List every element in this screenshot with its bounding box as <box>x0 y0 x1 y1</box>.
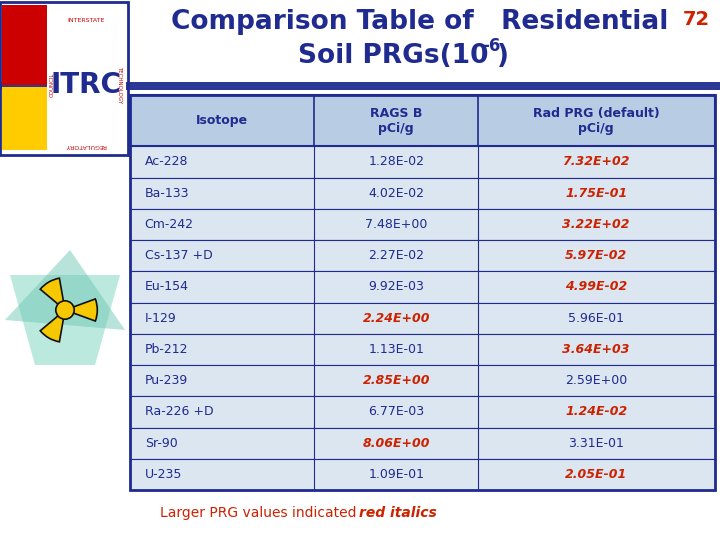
Polygon shape <box>5 250 125 330</box>
Text: 1.24E-02: 1.24E-02 <box>565 406 627 419</box>
Text: Rad PRG (default)
pCi/g: Rad PRG (default) pCi/g <box>533 107 660 134</box>
Wedge shape <box>73 299 97 321</box>
Bar <box>0 82 720 90</box>
Text: Cm-242: Cm-242 <box>145 218 194 231</box>
Circle shape <box>62 307 68 313</box>
Text: 2.05E-01: 2.05E-01 <box>565 468 627 481</box>
Text: 5.96E-01: 5.96E-01 <box>568 312 624 325</box>
Text: Pb-212: Pb-212 <box>145 343 188 356</box>
Text: Ba-133: Ba-133 <box>145 187 189 200</box>
Text: 2.24E+00: 2.24E+00 <box>362 312 430 325</box>
Text: 2.59E+00: 2.59E+00 <box>565 374 627 387</box>
Bar <box>0 82 130 90</box>
Bar <box>130 146 715 178</box>
Text: Sr-90: Sr-90 <box>145 437 177 450</box>
Text: 7.32E+02: 7.32E+02 <box>562 156 630 168</box>
Text: 6.77E-03: 6.77E-03 <box>368 406 424 419</box>
Text: Larger PRG values indicated: Larger PRG values indicated <box>160 506 356 520</box>
Text: 5.97E-02: 5.97E-02 <box>565 249 627 262</box>
Text: Comparison Table of   Residential: Comparison Table of Residential <box>171 9 669 35</box>
Text: I-129: I-129 <box>145 312 176 325</box>
Text: Cs-137 +D: Cs-137 +D <box>145 249 212 262</box>
Text: Ra-226 +D: Ra-226 +D <box>145 406 213 419</box>
Text: Isotope: Isotope <box>196 114 248 127</box>
Bar <box>130 209 715 240</box>
Text: 4.02E-02: 4.02E-02 <box>368 187 424 200</box>
Text: 3.64E+03: 3.64E+03 <box>562 343 630 356</box>
Text: COUNCIL: COUNCIL <box>50 73 55 97</box>
Text: 2.27E-02: 2.27E-02 <box>368 249 424 262</box>
Text: ): ) <box>497 43 509 69</box>
Text: 3.22E+02: 3.22E+02 <box>562 218 630 231</box>
Text: 7.48E+00: 7.48E+00 <box>365 218 428 231</box>
Text: Soil PRGs(10: Soil PRGs(10 <box>298 43 488 69</box>
Text: ITRC: ITRC <box>50 71 122 99</box>
Text: 1.13E-01: 1.13E-01 <box>368 343 424 356</box>
Bar <box>0 2 128 155</box>
Text: Pu-239: Pu-239 <box>145 374 188 387</box>
Text: Ac-228: Ac-228 <box>145 156 188 168</box>
Polygon shape <box>10 275 120 365</box>
Text: 72: 72 <box>683 10 710 29</box>
Bar <box>130 95 715 146</box>
Text: -6: -6 <box>482 37 500 55</box>
Text: Eu-154: Eu-154 <box>145 280 189 293</box>
Text: 1.09E-01: 1.09E-01 <box>368 468 424 481</box>
Text: INTERSTATE: INTERSTATE <box>67 17 104 23</box>
Text: TECHNOLOGY: TECHNOLOGY <box>117 66 122 104</box>
Bar <box>47 5 126 150</box>
Bar <box>2 5 47 85</box>
Text: REGULATORY: REGULATORY <box>66 143 107 147</box>
Text: RAGS B
pCi/g: RAGS B pCi/g <box>370 107 423 134</box>
Circle shape <box>56 301 74 319</box>
Bar <box>130 302 715 334</box>
Text: 1.75E-01: 1.75E-01 <box>565 187 627 200</box>
Text: red italics: red italics <box>359 506 437 520</box>
Bar <box>130 365 715 396</box>
Bar <box>130 271 715 302</box>
Bar <box>130 428 715 459</box>
Bar <box>130 334 715 365</box>
Bar <box>130 240 715 271</box>
Text: U-235: U-235 <box>145 468 182 481</box>
Bar <box>130 459 715 490</box>
Wedge shape <box>40 278 63 305</box>
Text: 4.99E-02: 4.99E-02 <box>565 280 627 293</box>
Text: 9.92E-03: 9.92E-03 <box>368 280 424 293</box>
Text: 2.85E+00: 2.85E+00 <box>362 374 430 387</box>
Text: 1.28E-02: 1.28E-02 <box>368 156 424 168</box>
Bar <box>130 178 715 209</box>
Wedge shape <box>40 315 63 342</box>
Bar <box>2 87 47 150</box>
Text: 8.06E+00: 8.06E+00 <box>362 437 430 450</box>
Bar <box>130 396 715 428</box>
Text: 3.31E-01: 3.31E-01 <box>568 437 624 450</box>
